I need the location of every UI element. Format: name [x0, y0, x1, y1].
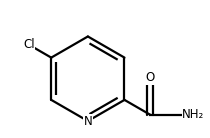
- Text: Cl: Cl: [23, 38, 34, 51]
- Text: N: N: [84, 115, 92, 128]
- Text: NH₂: NH₂: [182, 108, 205, 121]
- Text: O: O: [145, 71, 155, 84]
